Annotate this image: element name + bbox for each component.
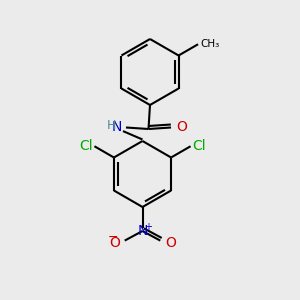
Text: +: +: [144, 222, 152, 232]
Text: −: −: [107, 231, 118, 244]
Text: CH₃: CH₃: [200, 39, 220, 49]
Text: O: O: [165, 236, 176, 250]
Text: N: N: [137, 224, 148, 238]
Text: H: H: [107, 118, 116, 132]
Text: Cl: Cl: [192, 139, 206, 153]
Text: O: O: [109, 236, 120, 250]
Text: N: N: [112, 121, 122, 134]
Text: O: O: [176, 121, 187, 134]
Text: Cl: Cl: [79, 139, 93, 153]
